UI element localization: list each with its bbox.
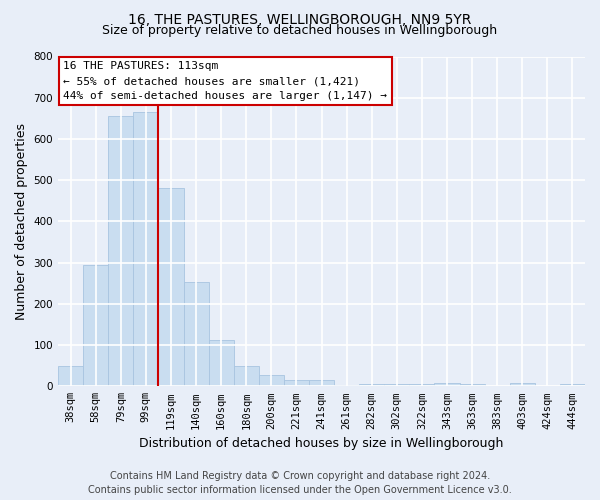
Bar [409, 384, 434, 386]
Bar [510, 383, 535, 386]
Bar [384, 384, 409, 386]
Bar [108, 116, 133, 386]
Bar [460, 384, 485, 386]
Bar [560, 384, 585, 386]
Bar [58, 366, 83, 386]
Bar [259, 375, 284, 386]
Y-axis label: Number of detached properties: Number of detached properties [15, 123, 28, 320]
Text: Contains HM Land Registry data © Crown copyright and database right 2024.
Contai: Contains HM Land Registry data © Crown c… [88, 471, 512, 495]
Bar [284, 380, 309, 386]
Bar [233, 366, 259, 386]
X-axis label: Distribution of detached houses by size in Wellingborough: Distribution of detached houses by size … [139, 437, 504, 450]
Bar [359, 384, 384, 386]
Bar [334, 384, 359, 386]
Bar [133, 112, 158, 386]
Text: 16, THE PASTURES, WELLINGBOROUGH, NN9 5YR: 16, THE PASTURES, WELLINGBOROUGH, NN9 5Y… [128, 12, 472, 26]
Bar [184, 282, 209, 387]
Bar [434, 383, 460, 386]
Bar [158, 188, 184, 386]
Bar [309, 380, 334, 386]
Text: 16 THE PASTURES: 113sqm
← 55% of detached houses are smaller (1,421)
44% of semi: 16 THE PASTURES: 113sqm ← 55% of detache… [64, 62, 388, 101]
Bar [83, 264, 108, 386]
Text: Size of property relative to detached houses in Wellingborough: Size of property relative to detached ho… [103, 24, 497, 37]
Bar [209, 340, 233, 386]
